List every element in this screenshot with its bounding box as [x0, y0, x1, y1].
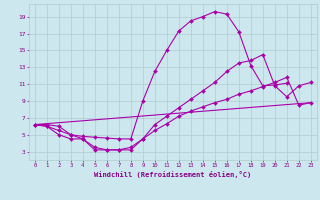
X-axis label: Windchill (Refroidissement éolien,°C): Windchill (Refroidissement éolien,°C) [94, 171, 252, 178]
